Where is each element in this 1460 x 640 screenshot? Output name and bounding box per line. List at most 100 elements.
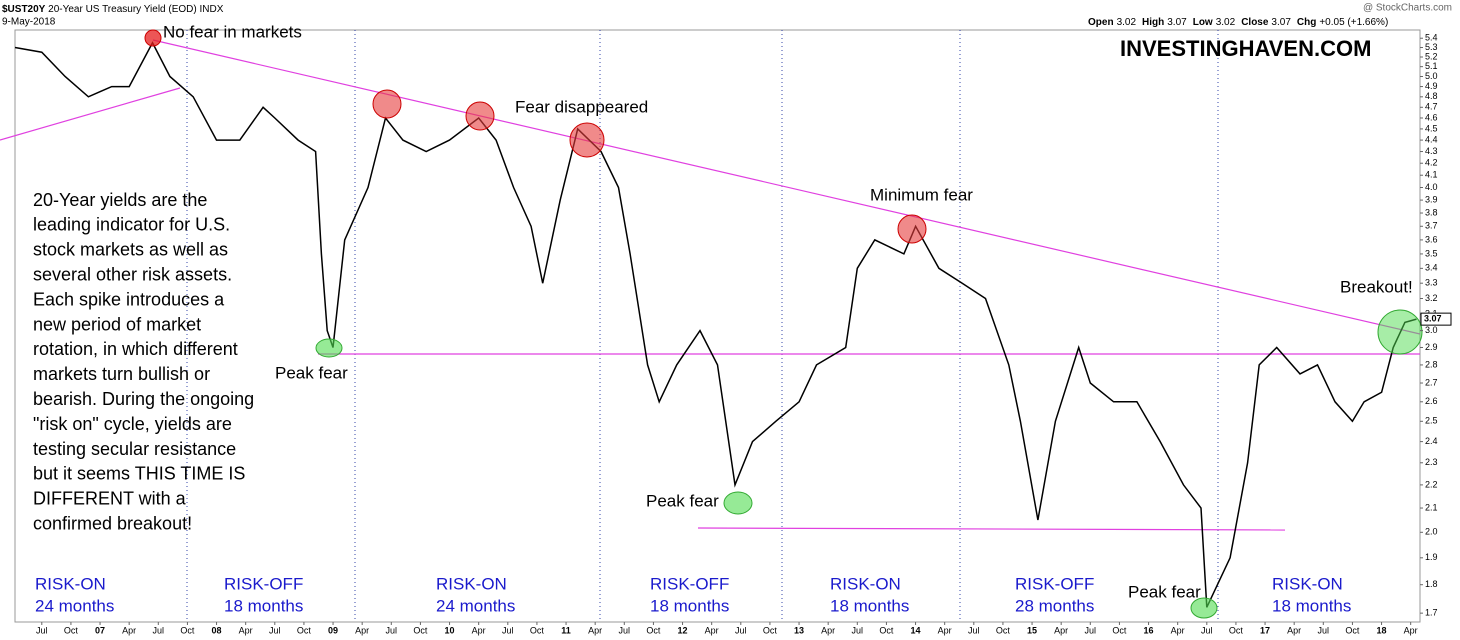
y-tick-label: 4.2	[1425, 158, 1438, 168]
phase-duration: 24 months	[35, 596, 114, 615]
x-tick-label: Jul	[502, 625, 514, 635]
y-tick-label: 1.9	[1425, 552, 1438, 562]
fear-marker	[465, 101, 495, 131]
x-tick-label: Jul	[968, 625, 980, 635]
quote-label: Close	[1241, 17, 1269, 28]
x-tick-label: 07	[95, 625, 105, 635]
x-tick-label: Jul	[1201, 625, 1213, 635]
note-line: rotation, in which different	[33, 339, 238, 359]
resistance-line	[152, 39, 1421, 335]
note-line: "risk on" cycle, yields are	[33, 414, 232, 434]
note-line: several other risk assets.	[33, 264, 232, 284]
y-tick-label: 2.5	[1425, 416, 1438, 426]
y-tick-label: 1.7	[1425, 608, 1438, 618]
x-tick-label: Jul	[269, 625, 281, 635]
phase-label: RISK-ON	[1272, 574, 1343, 593]
x-tick-label: Apr	[1054, 625, 1068, 635]
x-tick-label: 11	[561, 625, 571, 635]
x-tick-label: Oct	[180, 625, 195, 635]
note-line: new period of market	[33, 314, 201, 334]
y-tick-label: 2.0	[1425, 527, 1438, 537]
phase-duration: 18 months	[830, 596, 909, 615]
phase-duration: 18 months	[1272, 596, 1351, 615]
y-tick-label: 3.7	[1425, 221, 1438, 231]
y-tick-label: 4.0	[1425, 182, 1438, 192]
x-tick-label: Jul	[619, 625, 631, 635]
quote-value: 3.02	[1216, 17, 1236, 28]
y-tick-label: 4.3	[1425, 146, 1438, 156]
annotation: Peak fear	[646, 491, 719, 510]
x-tick-label: Apr	[1171, 625, 1185, 635]
y-tick-label: 5.1	[1425, 61, 1438, 71]
phase-label: RISK-ON	[35, 574, 106, 593]
phase-label: RISK-ON	[830, 574, 901, 593]
note-line: Each spike introduces a	[33, 289, 225, 309]
exchange: INDX	[200, 4, 224, 15]
x-tick-label: 08	[212, 625, 222, 635]
fear-marker	[897, 214, 927, 244]
y-tick-label: 4.5	[1425, 123, 1438, 133]
last-value-box	[1420, 312, 1452, 326]
header: $UST20Y 20-Year US Treasury Yield (EOD) …	[2, 4, 224, 15]
horizontal-line	[697, 527, 1286, 531]
phase-label: RISK-ON	[436, 574, 507, 593]
x-tick-label: 17	[1260, 625, 1270, 635]
peak-fear-marker	[1190, 597, 1218, 619]
phase-dividers	[186, 30, 1219, 622]
y-tick-label: 4.6	[1425, 112, 1438, 122]
source: @ StockCharts.com	[1363, 3, 1452, 14]
quote-value: 3.02	[1117, 17, 1137, 28]
annotation: Minimum fear	[870, 185, 973, 204]
quote-label: Chg	[1297, 17, 1316, 28]
y-tick-label: 5.3	[1425, 42, 1438, 52]
x-tick-label: Jul	[153, 625, 165, 635]
x-tick-label: Oct	[763, 625, 778, 635]
x-tick-label: Apr	[122, 625, 136, 635]
annotation: No fear in markets	[163, 22, 302, 41]
y-tick-label: 4.9	[1425, 81, 1438, 91]
y-tick-label: 2.2	[1425, 479, 1438, 489]
note-line: confirmed breakout!	[33, 513, 192, 533]
phase-duration: 24 months	[436, 596, 515, 615]
peak-fear-marker	[315, 338, 343, 358]
x-tick-label: Oct	[1229, 625, 1244, 635]
x-tick-label: Oct	[1112, 625, 1127, 635]
ticker: $UST20Y	[2, 4, 46, 15]
y-tick-label: 5.0	[1425, 71, 1438, 81]
y-tick-label: 3.8	[1425, 207, 1438, 217]
x-tick-label: 13	[794, 625, 804, 635]
x-tick-label: Apr	[588, 625, 602, 635]
y-tick-label: 2.9	[1425, 342, 1438, 352]
x-tick-label: Jul	[735, 625, 747, 635]
quote-value: 3.07	[1167, 17, 1187, 28]
x-tick-label: Jul	[1318, 625, 1330, 635]
x-tick-label: Apr	[1404, 625, 1418, 635]
x-tick-label: 15	[1027, 625, 1037, 635]
breakout-marker	[1377, 309, 1423, 355]
note-line: stock markets as well as	[33, 240, 228, 260]
y-tick-label: 2.8	[1425, 359, 1438, 369]
x-tick-label: Jul	[1085, 625, 1097, 635]
y-tick-label: 2.3	[1425, 457, 1438, 467]
y-tick-label: 3.2	[1425, 293, 1438, 303]
y-tick-label: 4.4	[1425, 134, 1438, 144]
y-tick-label: 5.4	[1425, 33, 1438, 43]
y-tick-label: 5.2	[1425, 51, 1438, 61]
x-tick-label: Apr	[938, 625, 952, 635]
y-tick-label: 4.7	[1425, 102, 1438, 112]
note-line: testing secular resistance	[33, 439, 236, 459]
x-tick-label: 18	[1377, 625, 1387, 635]
y-tick-label: 2.1	[1425, 502, 1438, 512]
x-tick-label: Apr	[355, 625, 369, 635]
x-tick-label: Jul	[36, 625, 48, 635]
y-tick-label: 1.8	[1425, 579, 1438, 589]
date: 9-May-2018	[2, 17, 56, 28]
y-tick-label: 3.6	[1425, 234, 1438, 244]
y-tick-label: 3.5	[1425, 248, 1438, 258]
y-tick-label: 3.9	[1425, 194, 1438, 204]
note-line: leading indicator for U.S.	[33, 215, 230, 235]
watermark: INVESTINGHAVEN.COM	[1120, 36, 1371, 61]
quote: Open 3.02 High 3.07 Low 3.02 Close 3.07 Chg +0.05…	[1088, 17, 1388, 28]
x-tick-label: Oct	[646, 625, 661, 635]
markers	[144, 29, 1423, 619]
